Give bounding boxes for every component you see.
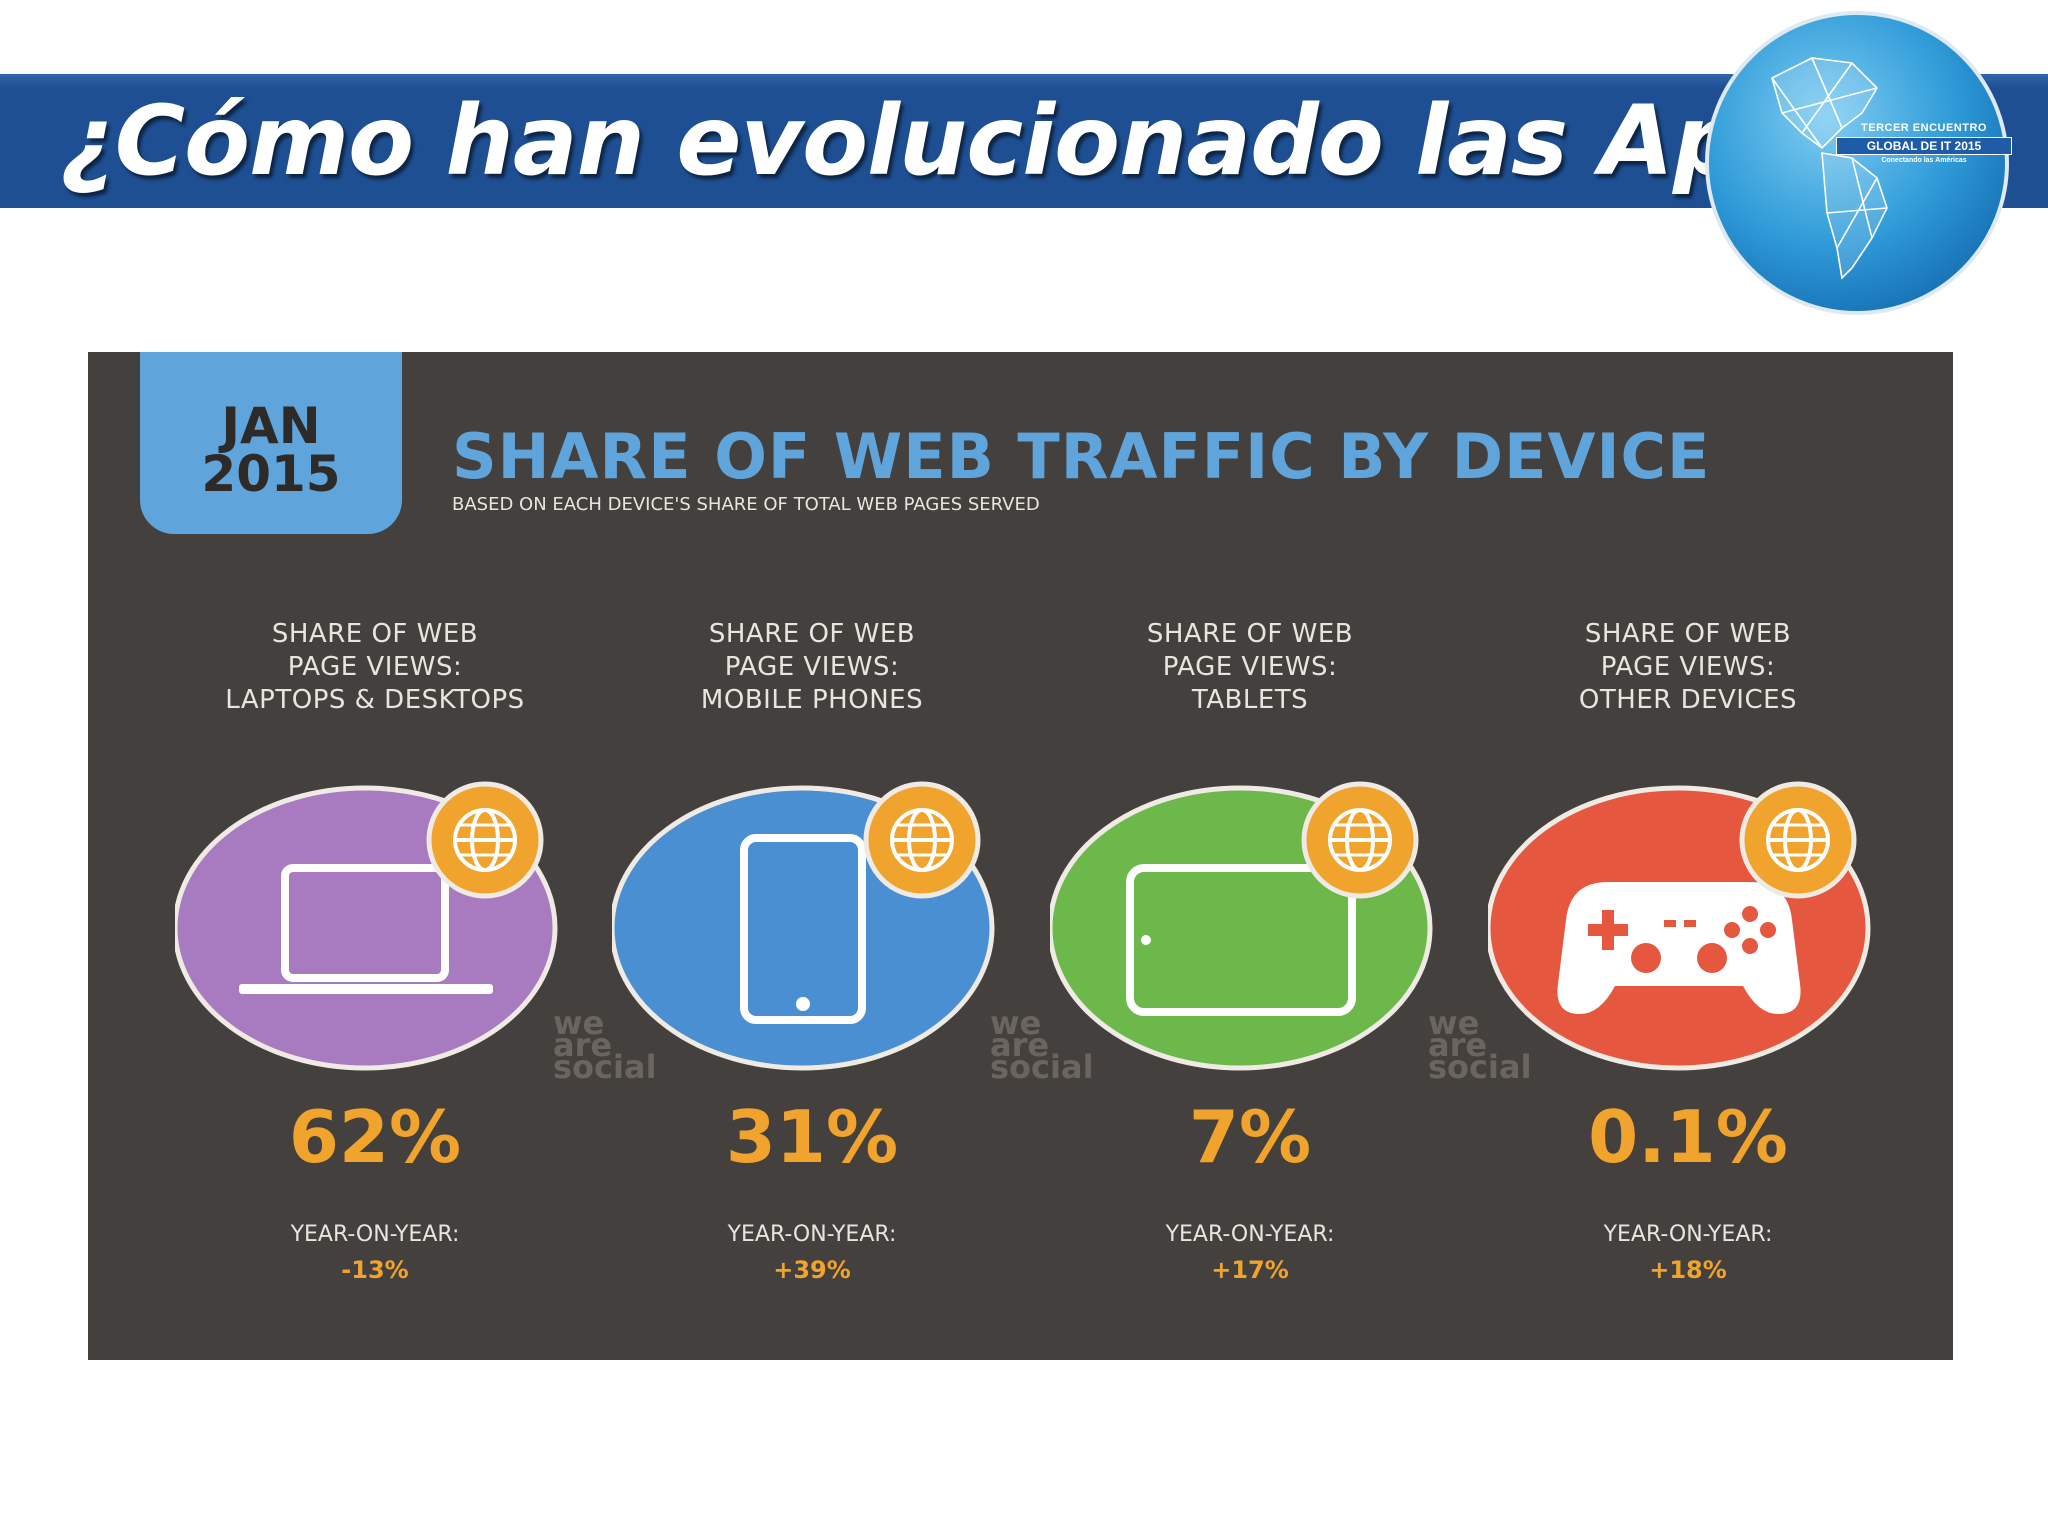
device-label: SHARE OF WEB PAGE VIEWS: MOBILE PHONES bbox=[612, 618, 1012, 717]
yoy-label: YEAR-ON-YEAR: bbox=[1165, 1222, 1335, 1247]
slide-title: ¿Cómo han evolucionado las Apps? bbox=[60, 85, 1920, 197]
mobile-phone-icon bbox=[740, 834, 866, 1024]
device-label-line: TABLETS bbox=[1191, 685, 1309, 715]
device-label-line: SHARE OF WEB bbox=[271, 619, 479, 649]
device-disc bbox=[612, 781, 995, 1071]
yoy-value: +18% bbox=[1649, 1256, 1727, 1284]
watermark-word: social bbox=[1428, 1048, 1532, 1086]
yoy-value: +17% bbox=[1211, 1256, 1289, 1284]
yoy-value: +39% bbox=[773, 1256, 851, 1284]
globe-icon bbox=[1739, 781, 1857, 899]
device-label-line: SHARE OF WEB bbox=[1584, 619, 1792, 649]
device-percent: 7% bbox=[1188, 1095, 1312, 1179]
date-month: JAN bbox=[221, 397, 321, 455]
device-card-tablets: SHARE OF WEB PAGE VIEWS: TABLETS 7% YEAR… bbox=[1050, 618, 1450, 1338]
event-logo-line1: TERCER ENCUENTRO bbox=[1861, 122, 1987, 134]
device-label-line: SHARE OF WEB bbox=[1146, 619, 1354, 649]
we-are-social-watermark: we are social bbox=[990, 1004, 1120, 1086]
watermark-word: are bbox=[990, 1026, 1050, 1064]
laptop-icon bbox=[239, 864, 493, 994]
device-percent: 31% bbox=[725, 1095, 899, 1179]
infographic-subtitle: BASED ON EACH DEVICE'S SHARE OF TOTAL WE… bbox=[452, 494, 1040, 515]
watermark-word: are bbox=[1428, 1026, 1488, 1064]
device-label-line: LAPTOPS & DESKTOPS bbox=[225, 685, 525, 715]
device-disc bbox=[1050, 781, 1433, 1071]
device-label: SHARE OF WEB PAGE VIEWS: LAPTOPS & DESKT… bbox=[175, 618, 575, 717]
event-logo-text: TERCER ENCUENTRO GLOBAL DE IT 2015 Conec… bbox=[1836, 122, 2012, 164]
device-card-laptops-desktops: SHARE OF WEB PAGE VIEWS: LAPTOPS & DESKT… bbox=[175, 618, 575, 1338]
watermark-word: we bbox=[990, 1004, 1042, 1042]
device-card-other-devices: SHARE OF WEB PAGE VIEWS: OTHER DEVICES bbox=[1488, 618, 1888, 1338]
watermark-word: we bbox=[1428, 1004, 1480, 1042]
event-globe-logo bbox=[1705, 11, 2009, 315]
device-label-line: PAGE VIEWS: bbox=[724, 652, 900, 682]
device-label-line: PAGE VIEWS: bbox=[1162, 652, 1338, 682]
yoy-label: YEAR-ON-YEAR: bbox=[727, 1222, 897, 1247]
watermark-word: are bbox=[553, 1026, 613, 1064]
device-label: SHARE OF WEB PAGE VIEWS: TABLETS bbox=[1050, 618, 1450, 717]
event-logo-line3: Conectando las Américas bbox=[1881, 157, 1967, 164]
infographic-title: SHARE OF WEB TRAFFIC BY DEVICE bbox=[452, 420, 1711, 493]
yoy-label: YEAR-ON-YEAR: bbox=[1603, 1222, 1773, 1247]
device-label-line: MOBILE PHONES bbox=[700, 685, 924, 715]
yoy-label: YEAR-ON-YEAR: bbox=[290, 1222, 460, 1247]
infographic-panel: JAN 2015 SHARE OF WEB TRAFFIC BY DEVICE … bbox=[88, 352, 1953, 1360]
device-label-line: OTHER DEVICES bbox=[1578, 685, 1798, 715]
tablet-icon bbox=[1126, 864, 1356, 1016]
game-controller-icon bbox=[1557, 882, 1801, 1014]
device-label: SHARE OF WEB PAGE VIEWS: OTHER DEVICES bbox=[1488, 618, 1888, 717]
device-disc bbox=[1488, 781, 1871, 1071]
device-label-line: PAGE VIEWS: bbox=[1600, 652, 1776, 682]
watermark-word: social bbox=[990, 1048, 1094, 1086]
device-percent: 0.1% bbox=[1588, 1095, 1788, 1179]
we-are-social-watermark: we are social bbox=[1428, 1004, 1558, 1086]
globe-icon bbox=[426, 781, 544, 899]
device-card-mobile-phones: SHARE OF WEB PAGE VIEWS: MOBILE PHONES 3… bbox=[612, 618, 1012, 1338]
device-label-line: SHARE OF WEB bbox=[708, 619, 916, 649]
event-logo-line2: GLOBAL DE IT 2015 bbox=[1836, 137, 2012, 155]
yoy-value: -13% bbox=[341, 1256, 409, 1284]
device-percent: 62% bbox=[288, 1095, 462, 1179]
date-tab: JAN 2015 bbox=[140, 352, 402, 534]
we-are-social-watermark: we are social bbox=[553, 1004, 683, 1086]
title-bar-highlight bbox=[0, 74, 2048, 88]
device-disc bbox=[175, 781, 558, 1071]
watermark-word: social bbox=[553, 1048, 657, 1086]
device-label-line: PAGE VIEWS: bbox=[287, 652, 463, 682]
date-year: 2015 bbox=[201, 445, 341, 503]
watermark-word: we bbox=[553, 1004, 605, 1042]
globe-icon bbox=[1301, 781, 1419, 899]
globe-icon bbox=[863, 781, 981, 899]
